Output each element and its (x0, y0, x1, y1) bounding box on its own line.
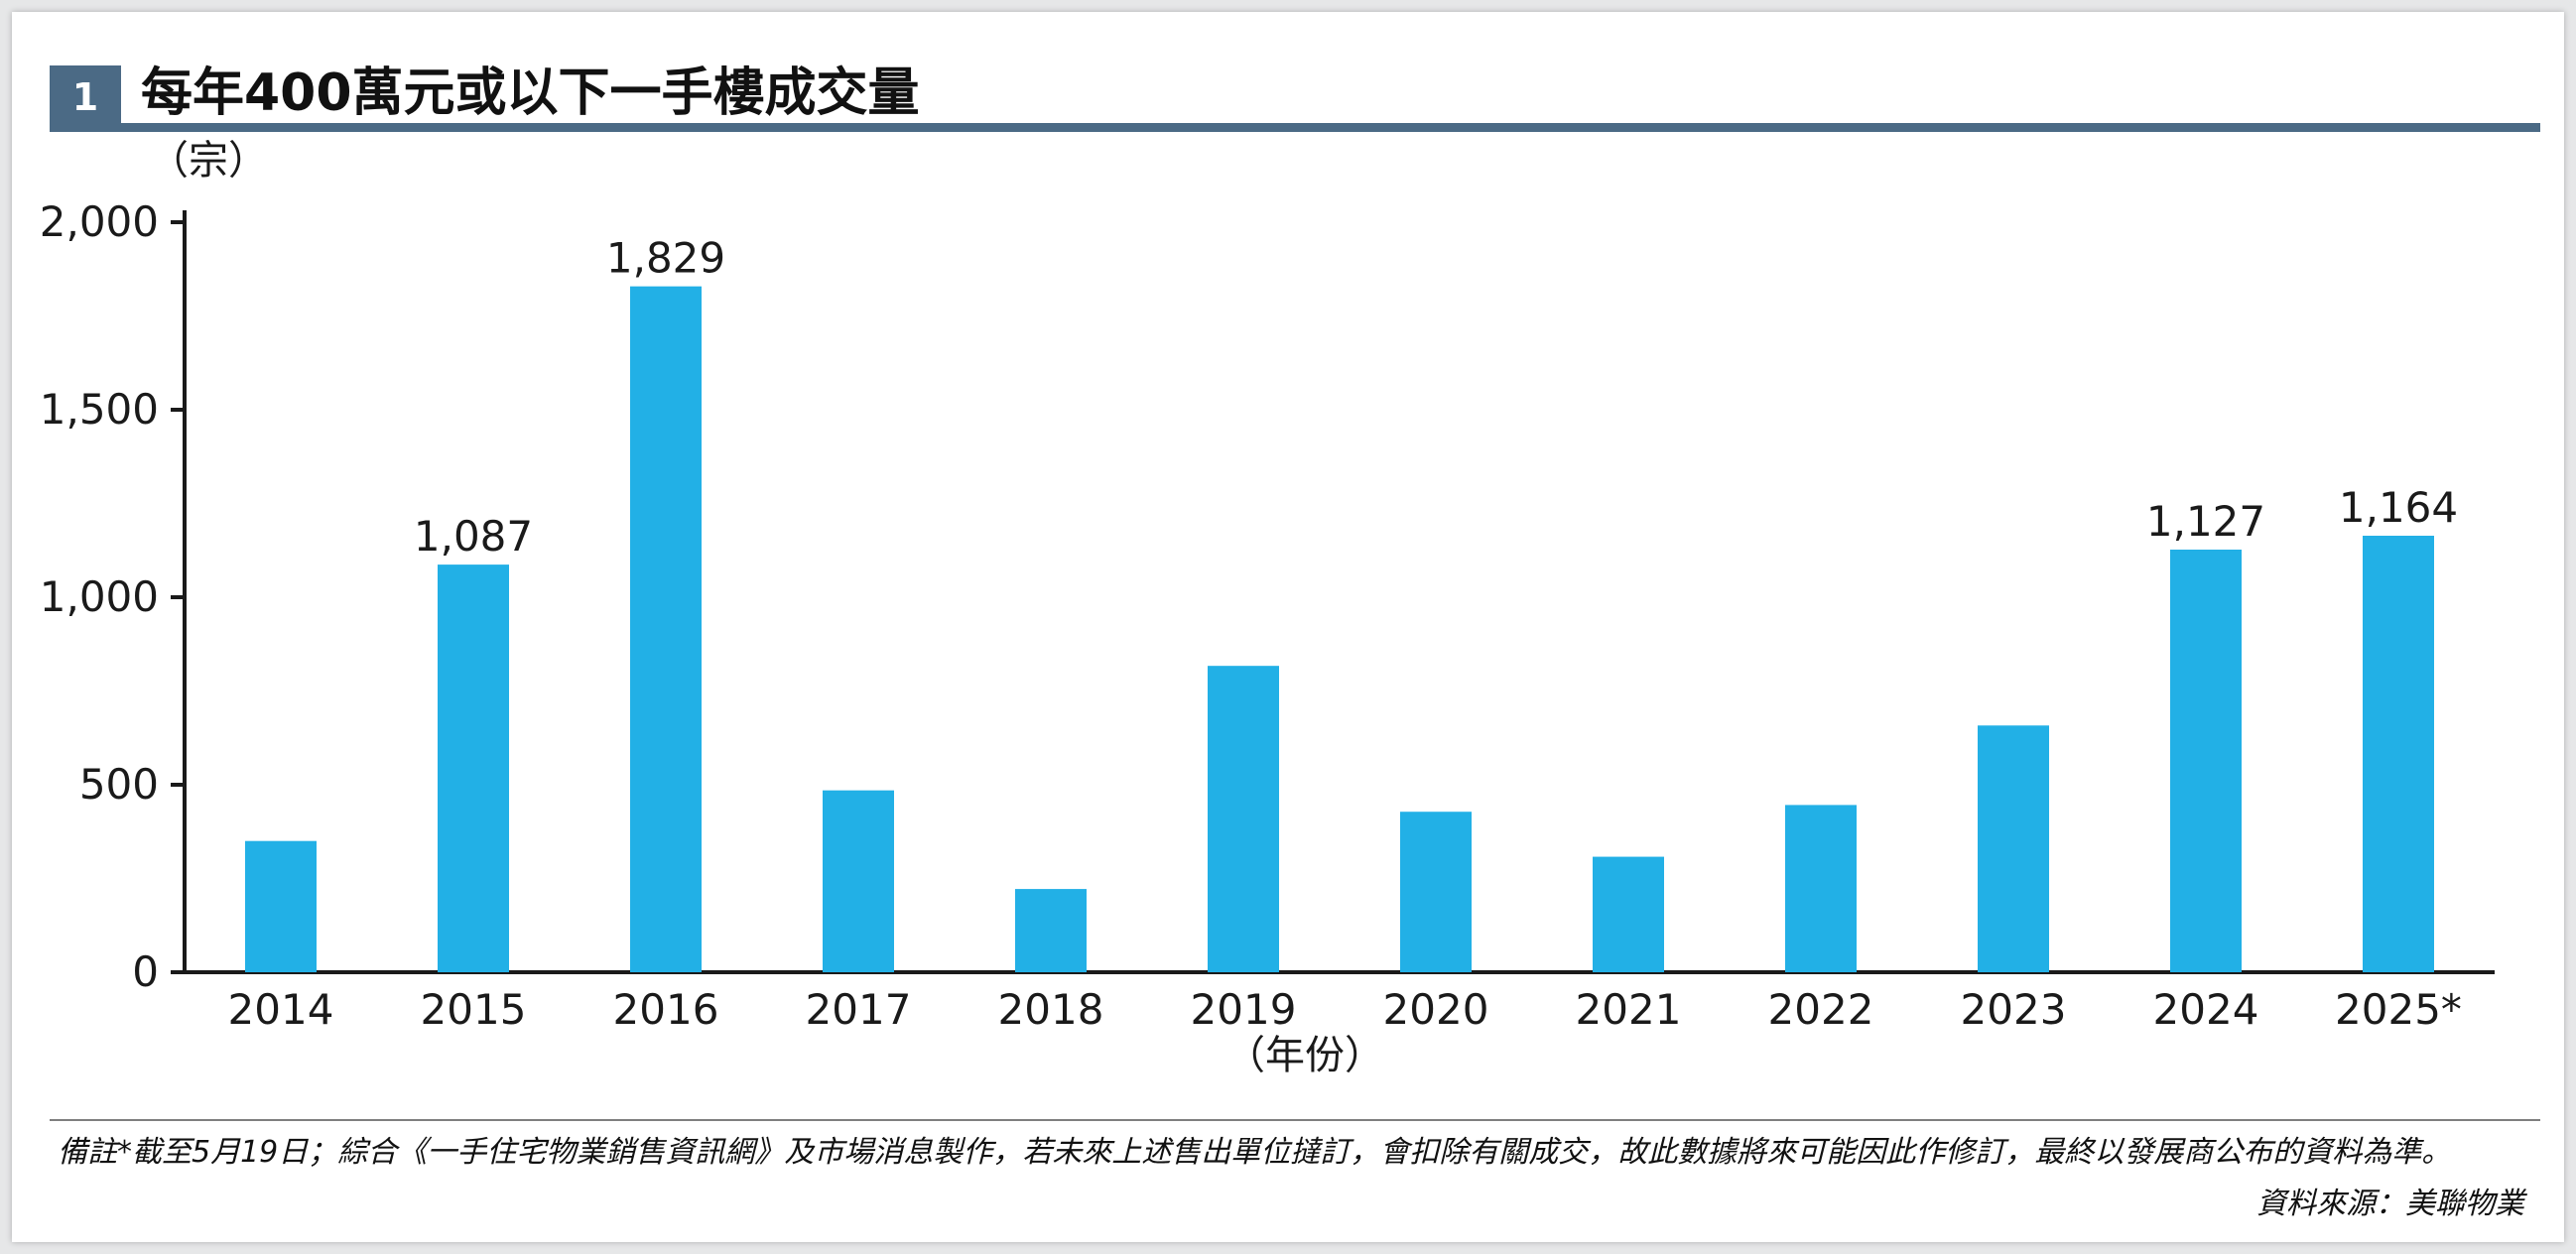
bar-2020 (1400, 812, 1472, 972)
x-tick-label: 2015 (421, 985, 527, 1034)
bar-2025 (2363, 536, 2434, 972)
x-tick-label: 2017 (806, 985, 912, 1034)
bar-2024 (2170, 549, 2242, 972)
x-tick-label: 2016 (613, 985, 719, 1034)
data-label: 1,829 (606, 234, 725, 283)
bar-2021 (1593, 856, 1664, 972)
chart-card: 1 每年400萬元或以下一手樓成交量 0 500 1,000 1,500 2,000 2… (12, 12, 2564, 1242)
x-tick-label: 2014 (228, 985, 334, 1034)
chart-title: 每年400萬元或以下一手樓成交量 (141, 63, 920, 123)
bar-2017 (823, 790, 894, 972)
bar-2019 (1208, 666, 1279, 972)
x-tick-label: 2019 (1191, 985, 1297, 1034)
x-tick-label: 2025* (2335, 985, 2462, 1034)
y-tick-label: 500 (79, 760, 159, 809)
data-label: 1,164 (2339, 483, 2458, 532)
bar-2016 (630, 286, 702, 972)
bars (245, 286, 2434, 972)
footnote: 備註*截至5月19日；綜合《一手住宅物業銷售資訊網》及市場消息製作，若未來上述售… (58, 1135, 2452, 1170)
bar-2018 (1015, 889, 1087, 972)
source-note: 資料來源：美聯物業 (2256, 1187, 2524, 1221)
data-labels: 1,087 1,829 1,127 1,164 (414, 234, 2458, 561)
bar-2014 (245, 840, 317, 972)
x-tick-label: 2018 (998, 985, 1104, 1034)
x-tick-label: 2020 (1383, 985, 1489, 1034)
title-underline (50, 123, 2540, 132)
x-axis-unit-label: （年份） (1225, 1033, 1384, 1078)
bar-2022 (1785, 805, 1857, 972)
data-label: 1,087 (414, 512, 533, 561)
y-tick-label: 1,000 (40, 572, 159, 621)
y-axis-unit-label: （宗） (149, 138, 268, 184)
x-tick-label: 2021 (1576, 985, 1682, 1034)
x-axis: 2014 2015 2016 2017 2018 2019 2020 2021 2022 2023… (185, 970, 2495, 1034)
figure-number-badge: 1 (50, 65, 121, 129)
data-label: 1,127 (2146, 497, 2265, 546)
x-tick-label: 2024 (2153, 985, 2259, 1034)
y-axis: 0 500 1,000 1,500 2,000 (40, 197, 187, 996)
y-tick-label: 2,000 (40, 197, 159, 246)
footer-divider (50, 1119, 2540, 1121)
x-tick-label: 2023 (1961, 985, 2067, 1034)
bar-chart: 0 500 1,000 1,500 2,000 2014 2015 2016 2017 2018… (40, 138, 2495, 1078)
y-tick-label: 0 (132, 947, 159, 996)
bar-2015 (438, 564, 509, 972)
title-bar: 1 每年400萬元或以下一手樓成交量 (50, 52, 2540, 132)
bar-2023 (1978, 725, 2049, 972)
x-tick-label: 2022 (1768, 985, 1874, 1034)
y-tick-label: 1,500 (40, 385, 159, 434)
